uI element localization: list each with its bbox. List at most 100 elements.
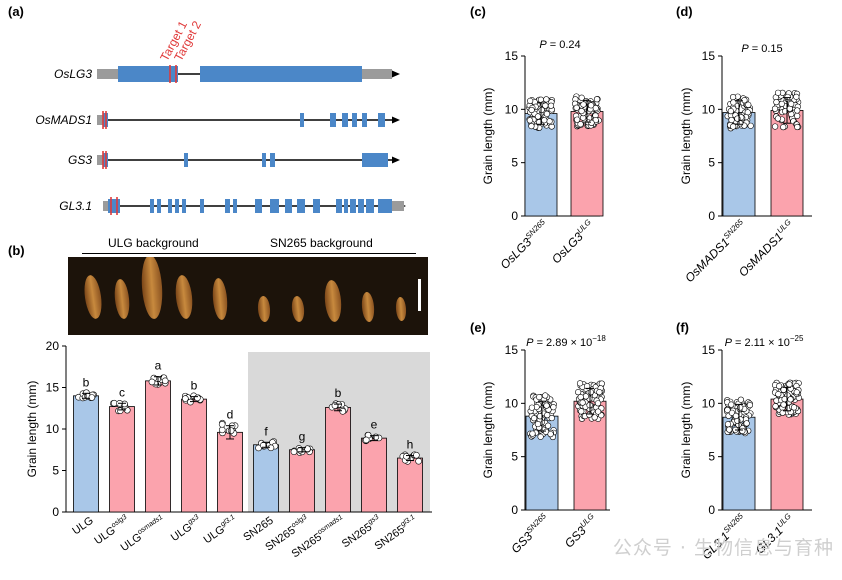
- p-value: P = 2.89 × 10−18: [526, 334, 606, 349]
- data-point: [737, 396, 745, 403]
- data-point: [772, 123, 779, 130]
- data-point: [729, 94, 737, 101]
- utr-3: [362, 69, 392, 79]
- exon: [297, 199, 305, 213]
- data-point: [586, 411, 593, 418]
- data-point: [578, 94, 585, 101]
- y-tick-label: 10: [505, 102, 519, 116]
- data-point: [548, 414, 555, 422]
- y-tick-label: 5: [708, 450, 715, 464]
- exon: [118, 66, 178, 82]
- data-point: [780, 401, 787, 408]
- data-point: [584, 383, 591, 390]
- arrow-icon: [392, 156, 400, 164]
- chart-c: 0 5 10 15 Grain length (mm) OsLG3SN265OsLG3UL…: [481, 39, 604, 272]
- data-point: [582, 393, 589, 400]
- gene-name: GL3.1: [59, 199, 92, 213]
- data-point: [415, 457, 422, 465]
- p-value: P = 2.11 × 10−25: [725, 334, 804, 349]
- data-point: [728, 116, 735, 124]
- data-point: [304, 445, 311, 452]
- y-tick-label: 20: [46, 339, 60, 353]
- arrow-icon: [392, 70, 400, 78]
- y-tick-label: 0: [511, 209, 518, 223]
- exon: [168, 199, 172, 213]
- significance-letter: b: [191, 379, 198, 393]
- exon: [362, 113, 367, 127]
- data-point: [413, 451, 420, 459]
- data-point: [148, 378, 156, 386]
- ulg-background-label: ULG background: [108, 236, 199, 250]
- data-point: [591, 414, 598, 421]
- utr-5: [103, 201, 108, 211]
- exon: [200, 199, 204, 213]
- category-label: GS3ULG: [561, 512, 600, 551]
- data-point: [528, 404, 536, 411]
- y-tick-label: 15: [505, 49, 519, 63]
- grain-photo: [68, 257, 428, 335]
- data-point: [576, 380, 584, 387]
- data-point: [574, 116, 581, 123]
- data-point: [794, 112, 801, 120]
- grain-seed: [212, 278, 228, 320]
- data-point: [331, 402, 339, 409]
- data-point: [786, 381, 793, 388]
- category-label: ULGgs3: [168, 513, 204, 544]
- gene-row-gs3: GS3: [68, 151, 400, 169]
- exon: [285, 199, 292, 213]
- exon: [336, 199, 342, 213]
- y-axis-label: Grain length (mm): [679, 382, 693, 479]
- data-point: [787, 396, 794, 403]
- y-axis-label: Grain length (mm): [481, 88, 495, 185]
- data-point: [543, 96, 550, 103]
- significance-letter: f: [264, 424, 268, 438]
- data-point: [594, 400, 602, 407]
- grain-seed: [291, 296, 305, 322]
- data-point: [403, 453, 410, 460]
- data-point: [541, 117, 548, 124]
- y-axis-label: Grain length (mm): [679, 88, 693, 185]
- grain-seed: [141, 257, 163, 319]
- data-point: [529, 430, 536, 437]
- data-point: [747, 122, 754, 129]
- bar: [325, 407, 351, 513]
- exon: [378, 199, 392, 213]
- data-point: [774, 89, 782, 96]
- data-point: [728, 401, 735, 408]
- data-point: [110, 399, 118, 407]
- exon: [362, 153, 388, 167]
- data-point: [772, 403, 779, 410]
- data-point: [743, 420, 750, 427]
- y-axis-label: Grain length (mm): [481, 382, 495, 479]
- data-point: [794, 107, 801, 114]
- exon: [150, 199, 154, 213]
- data-point: [290, 448, 298, 455]
- data-point: [577, 121, 584, 128]
- data-point: [741, 97, 748, 104]
- significance-letter: e: [371, 418, 378, 432]
- y-tick-label: 15: [46, 381, 60, 395]
- exon: [255, 199, 262, 213]
- data-point: [588, 119, 595, 126]
- panel-label-d: (d): [676, 4, 693, 19]
- exon: [270, 199, 279, 213]
- scale-bar: [418, 279, 421, 311]
- data-point: [730, 99, 737, 106]
- exon: [342, 113, 348, 127]
- grain-seed: [84, 275, 102, 319]
- data-point: [161, 377, 169, 385]
- gene-row-osmads1: OsMADS1: [35, 111, 400, 129]
- exon: [225, 199, 230, 213]
- exon: [200, 66, 362, 82]
- utr-5: [97, 69, 118, 79]
- significance-letter: b: [335, 386, 342, 400]
- exon: [233, 199, 237, 213]
- bar: [770, 398, 804, 511]
- exon: [184, 153, 188, 167]
- data-point: [543, 110, 551, 117]
- significance-letter: c: [119, 385, 125, 399]
